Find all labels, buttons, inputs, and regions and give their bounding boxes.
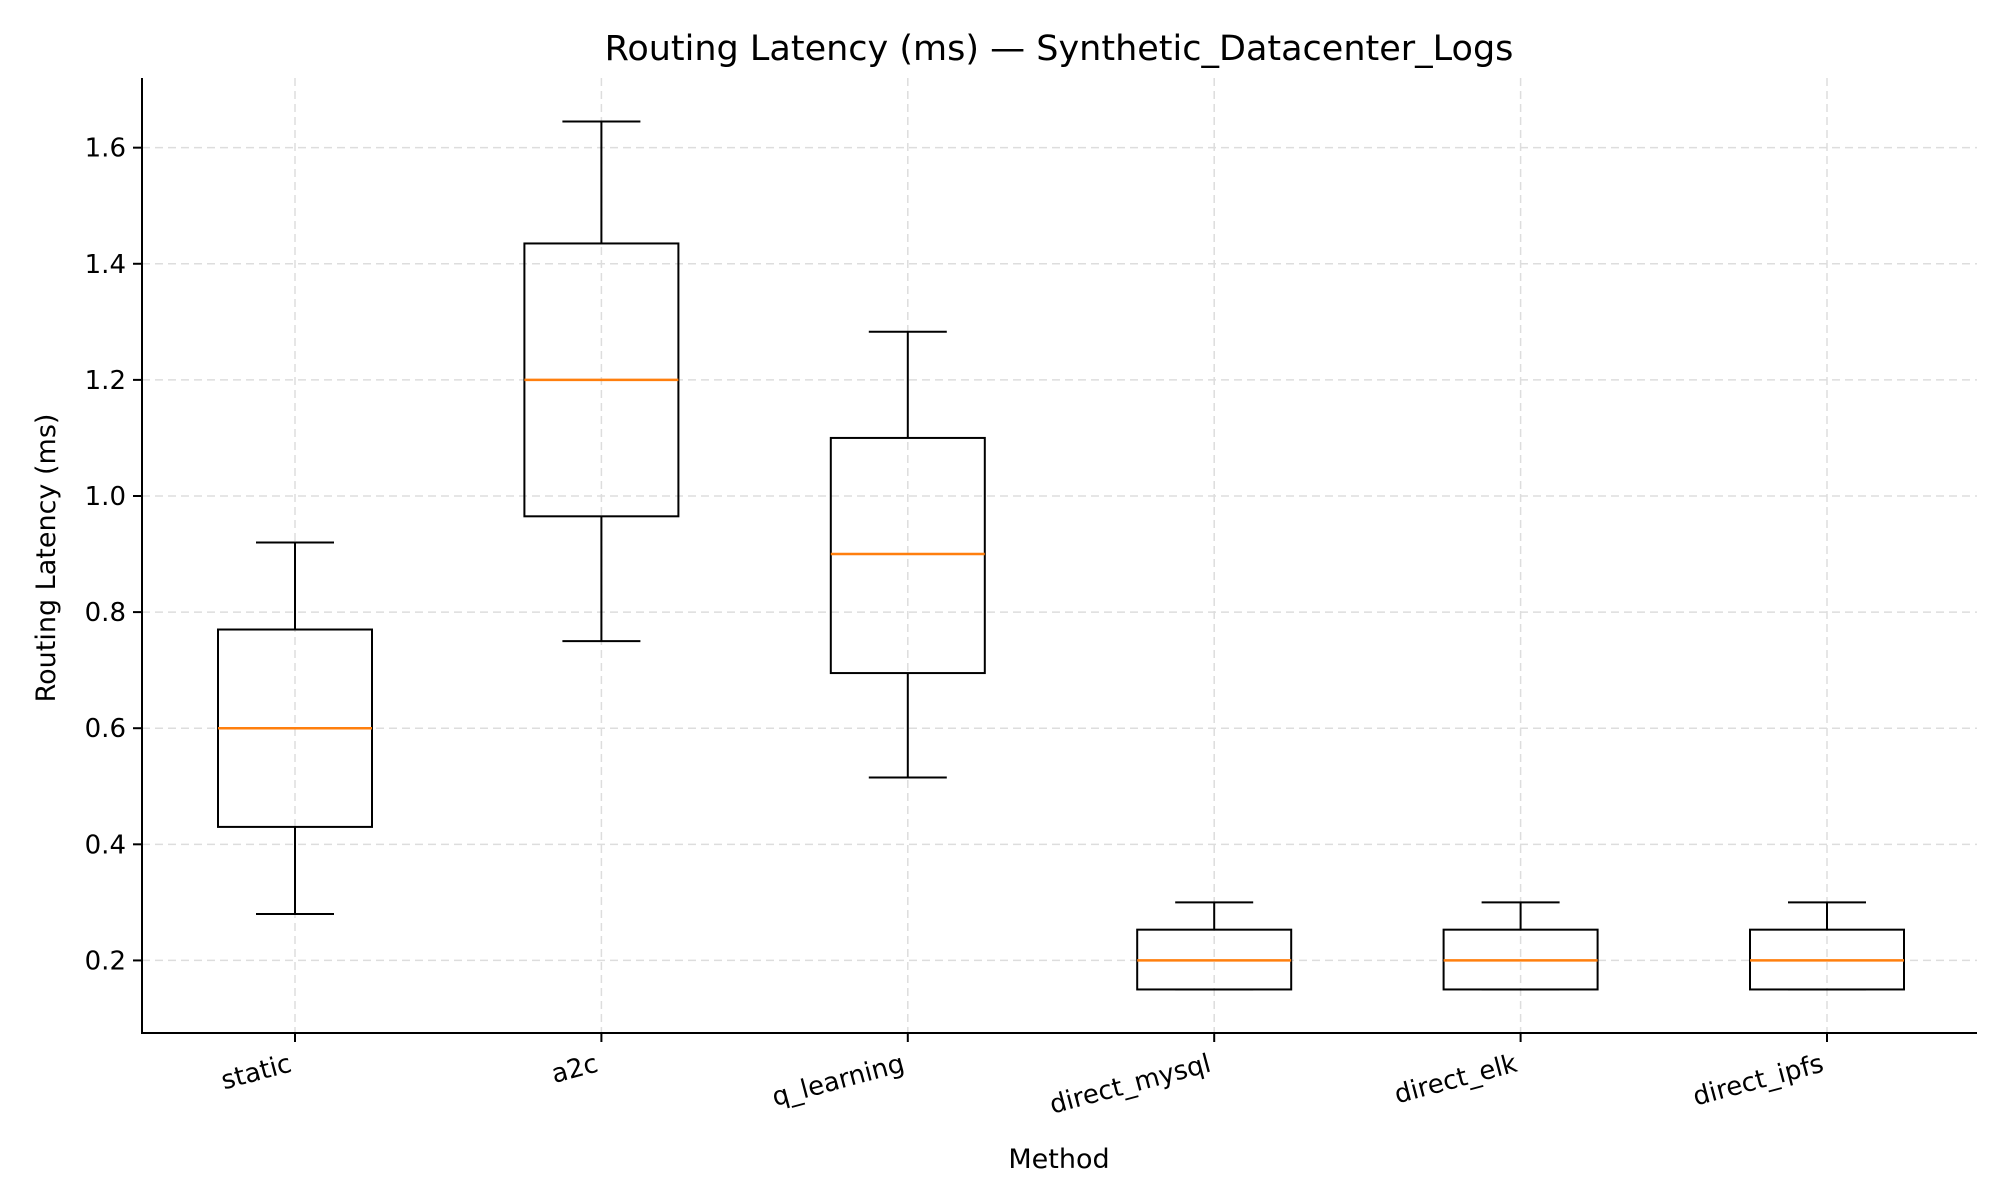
box-static [217,541,373,915]
y-axis-label: Routing Latency (ms) [31,414,62,703]
x-axis-ticks: static a2c q_learning direct_mysql direct_el… [218,1033,1828,1121]
box-direct-mysql [1136,901,1293,991]
boxes-group [217,120,1905,991]
x-tick-label-direct-mysql: direct_mysql [1047,1049,1214,1121]
iqr-box [829,436,986,675]
y-tick-label: 1.6 [85,134,126,164]
y-tick-label: 1.2 [85,366,126,396]
y-tick-label: 0.2 [85,946,126,976]
grid-lines [142,78,1977,1033]
y-tick-label: 0.4 [85,830,126,860]
y-tick-label: 0.8 [85,598,126,628]
y-tick-label: 1.0 [85,482,126,512]
x-tick-label-direct-ipfs: direct_ipfs [1690,1049,1827,1113]
chart-title: Routing Latency (ms) — Synthetic_Datacen… [605,29,1514,69]
y-tick-label: 0.6 [85,714,126,744]
x-tick-label-a2c: a2c [548,1049,601,1090]
y-axis-ticks: 0.2 0.4 0.6 0.8 1.0 1.2 1.4 1.6 [85,134,142,976]
box-a2c [523,120,680,643]
x-tick-label-direct-elk: direct_elk [1391,1049,1520,1110]
x-tick-label-q-learning: q_learning [769,1049,908,1113]
x-tick-label-static: static [218,1049,295,1096]
box-direct-elk [1442,901,1599,991]
box-direct-ipfs [1749,901,1905,991]
y-tick-label: 1.4 [85,250,126,280]
x-axis-label: Method [1008,1144,1109,1175]
box-q-learning [829,330,986,779]
